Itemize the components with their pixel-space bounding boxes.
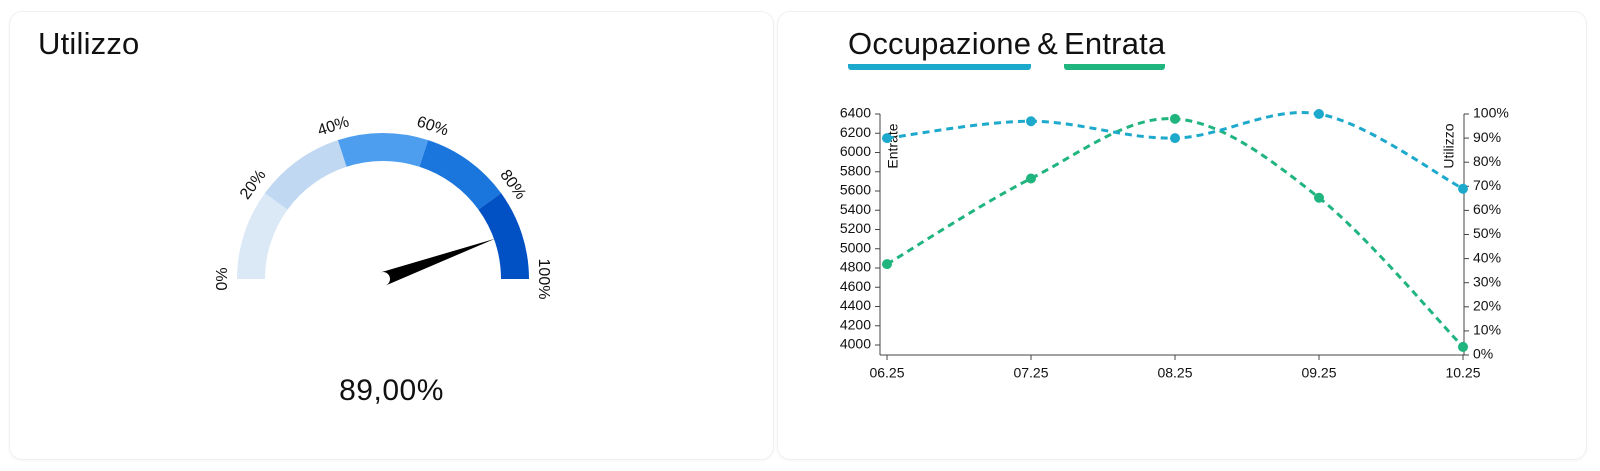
right-axis-tick-label: 40% [1473, 249, 1501, 265]
series-point-utilizzo [1026, 116, 1036, 127]
left-axis-tick-label: 6000 [840, 143, 871, 159]
left-axis-tick-label: 4400 [840, 297, 871, 313]
left-axis-tick-label: 5600 [840, 182, 871, 198]
right-axis-tick-label: 70% [1473, 177, 1501, 193]
right-axis-tick-label: 50% [1473, 225, 1501, 241]
occupazione-entrata-card: Occupazione & Entrata 4000 4200 4400 4600 4800… [778, 12, 1586, 459]
right-axis-tick-label: 0% [1473, 346, 1493, 362]
left-axis-tick-label: 5400 [840, 201, 871, 217]
gauge-tick-label: 60% [415, 114, 451, 140]
left-axis-tick-label: 5000 [840, 239, 871, 255]
left-axis-tick-label: 4000 [840, 336, 871, 352]
left-axis-tick-label: 4800 [840, 259, 871, 275]
title-entrata: Entrata [1064, 26, 1166, 70]
series-point-entrate [1314, 192, 1324, 203]
series-point-entrate [1170, 113, 1180, 124]
x-axis-tick-label: 08.25 [1157, 365, 1192, 381]
right-axis-tick-label: 90% [1473, 129, 1501, 145]
series-point-utilizzo [1170, 133, 1180, 144]
series-line-utilizzo [886, 111, 1464, 191]
gauge-band-4 [478, 193, 529, 279]
gauge-needle [380, 238, 495, 286]
occupazione-entrata-chart: 4000 4200 4400 4600 4800 5000 5200 5400 5600 5800… [840, 105, 1509, 381]
x-axis-tick-label: 07.25 [1013, 365, 1048, 381]
utilizzo-gauge: 0%20%40% 60%80%100% [214, 114, 552, 300]
right-axis-tick-label: 100% [1473, 105, 1509, 121]
occupazione-entrata-title: Occupazione & Entrata [848, 26, 1166, 70]
gauge-tick-label: 100% [535, 259, 552, 300]
series-point-utilizzo [1314, 109, 1324, 119]
gauge-tick-label: 40% [316, 114, 352, 140]
left-axis-tick-label: 6400 [840, 105, 871, 121]
right-axis-tick-label: 60% [1473, 201, 1501, 217]
utilizzo-title: Utilizzo [38, 26, 140, 61]
x-axis-tick-label: 10.25 [1445, 365, 1480, 381]
series-point-entrate [1458, 341, 1468, 352]
right-axis-title: Utilizzo [1441, 123, 1457, 168]
series-point-entrate [882, 259, 892, 270]
left-axis-title: Entrate [885, 123, 901, 168]
series-point-utilizzo [882, 133, 892, 144]
title-occupazione: Occupazione [848, 26, 1032, 70]
right-axis-tick-label: 30% [1473, 273, 1501, 289]
title-ampersand: & [1037, 26, 1059, 61]
left-axis-tick-label: 6200 [840, 124, 871, 140]
left-axis-tick-label: 4200 [840, 316, 871, 332]
x-axis-tick-label: 06.25 [869, 365, 904, 381]
utilizzo-value: 89,00% [339, 374, 444, 407]
right-axis-tick-label: 10% [1473, 322, 1501, 338]
left-axis-tick-label: 5800 [840, 162, 871, 178]
gauge-band-3 [419, 140, 502, 210]
utilizzo-card: Utilizzo 0% 20% 40% 60% 80% 100% 89,00% [10, 12, 773, 459]
gauge-band-2 [337, 133, 429, 167]
gauge-band-0 [237, 193, 288, 279]
series-line-entrate [886, 117, 1465, 348]
series-point-utilizzo [1458, 183, 1468, 194]
gauge-band-1 [264, 140, 347, 210]
right-axis-tick-label: 20% [1473, 298, 1501, 314]
series-point-entrate [1026, 173, 1036, 184]
left-axis-tick-label: 4600 [840, 278, 871, 294]
right-axis-tick-label: 80% [1473, 153, 1501, 169]
gauge-tick-label: 0% [214, 267, 231, 290]
left-axis-tick-label: 5200 [840, 220, 871, 236]
x-axis-tick-label: 09.25 [1301, 365, 1336, 381]
